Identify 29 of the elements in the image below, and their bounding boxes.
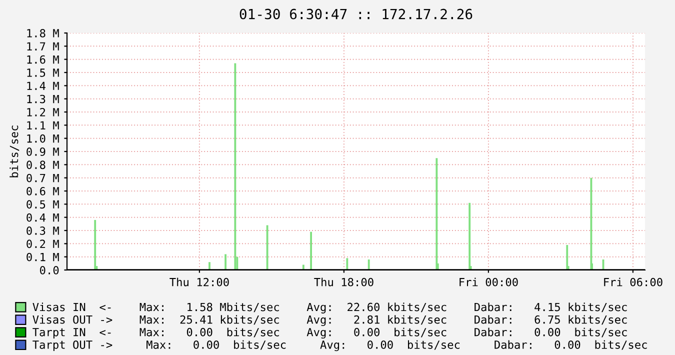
legend-label: Visas OUT -> Max: 25.41 kbits/sec Avg: 2.81 kbits/sec Dabar: 6.75 kbits/sec (32, 315, 627, 326)
y-tick-label: 1.2 M (27, 108, 59, 116)
y-tick-label: 1.8 M (27, 29, 59, 38)
y-tick-label: 1.4 M (27, 82, 59, 90)
y-tick-label: 0.0 (40, 266, 59, 274)
y-tick-label: 1.6 M (27, 55, 59, 64)
y-tick-label: 0.3 M (26, 226, 59, 235)
y-tick-label: 0.8 M (26, 160, 59, 170)
x-tick-label: Thu 12:00 (170, 278, 229, 286)
legend-label: Tarpt IN <- Max: 0.00 bits/sec Avg: 0.00 bits/sec Dabar: 0.00 bits/sec (32, 328, 627, 339)
y-tick-label: 0.7 M (26, 174, 59, 182)
y-tick-label: 0.6 M (26, 187, 59, 196)
legend-label: Visas IN <- Max: 1.58 Mbits/sec Avg: 22.60 kbits/sec Dabar: 4.15 kbits/sec (32, 302, 627, 314)
y-tick-label: 0.1 M (26, 252, 59, 262)
y-tick-label: 0.9 M (26, 148, 59, 156)
legend-label: Tarpt OUT -> Max: 0.00 bits/sec Avg: 0.00 bits/sec Dabar: 0.00 bits/sec (32, 340, 647, 352)
y-tick-label: 0.5 M (26, 200, 59, 209)
y-axis-title: bits/sec (10, 126, 20, 178)
y-tick-label: 1.0 M (27, 134, 59, 143)
y-tick-label: 0.4 M (26, 213, 59, 222)
x-tick-label: Fri 06:00 (604, 278, 662, 286)
x-tick-label: Fri 00:00 (460, 278, 518, 286)
y-tick-label: 1.5 M (27, 68, 59, 77)
x-tick-label: Thu 18:00 (314, 278, 374, 286)
y-tick-label: 1.1 M (27, 121, 59, 130)
chart-title: 01-30 6:30:47 :: 172.17.2.26 (240, 8, 472, 20)
y-tick-label: 1.3 M (27, 94, 59, 104)
y-tick-label: 0.2 M (26, 240, 59, 248)
y-tick-label: 1.7 M (27, 42, 59, 50)
